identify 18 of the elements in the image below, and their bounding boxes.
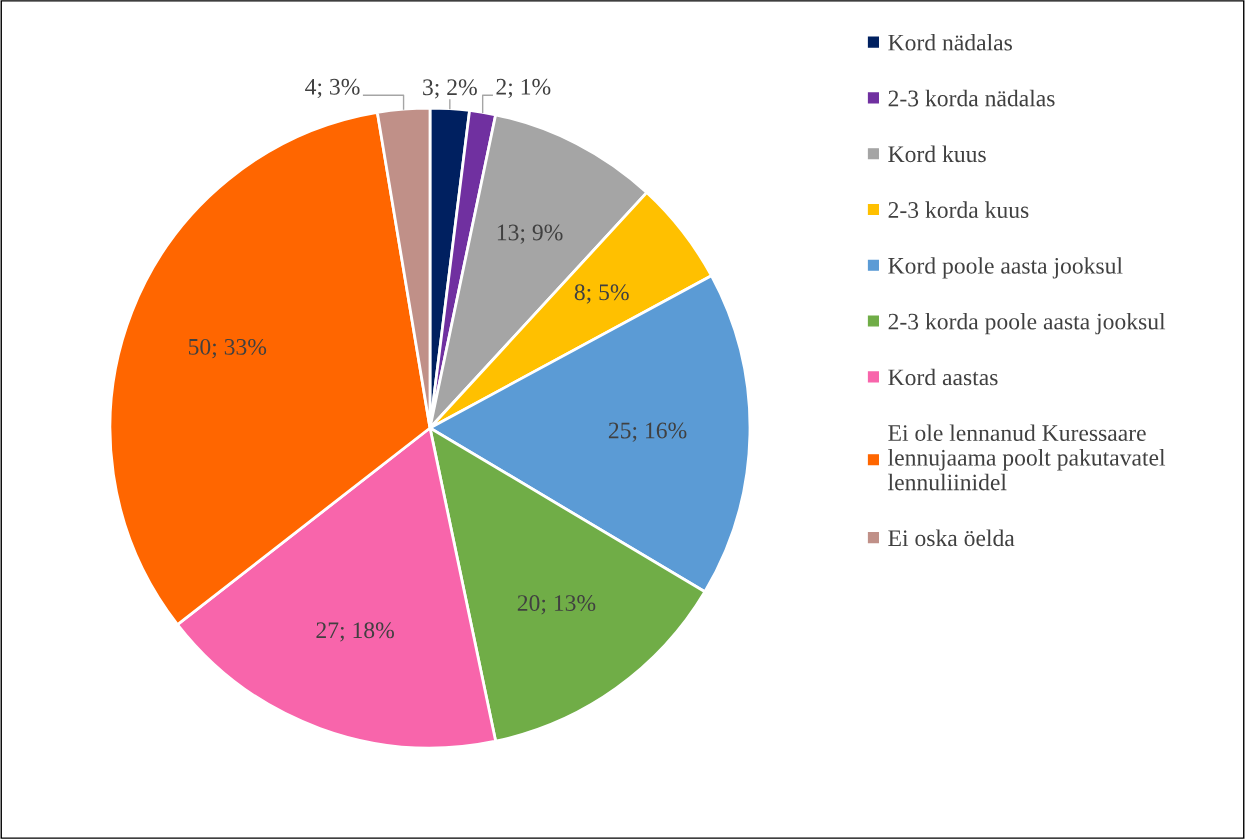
data-label: 4; 3% <box>305 78 360 99</box>
legend-label: Ei oska öelda <box>888 529 1015 547</box>
legend-label: Kord aastas <box>888 368 998 386</box>
legend-label: 2-3 korda kuus <box>888 201 1029 218</box>
data-label: 25; 16% <box>608 422 687 442</box>
data-label: 13; 9% <box>497 224 563 244</box>
data-label: 50; 33% <box>188 338 267 359</box>
data-label: 20; 13% <box>517 595 596 615</box>
legend-label: Kord kuus <box>888 145 986 163</box>
data-label: 27; 18% <box>316 622 394 642</box>
data-label: 3; 2% <box>423 79 477 99</box>
legend-label: Ei ole lennanud Kuressaare lennujaama poolt pakutavatel lennuliinidel <box>888 424 1166 491</box>
data-label: 2; 1% <box>496 78 551 99</box>
data-label: 8; 5% <box>574 284 629 304</box>
legend-label: Kord poole aasta jooksul <box>888 257 1123 279</box>
legend-label: 2-3 korda poole aasta jooksul <box>888 312 1166 335</box>
legend-label: 2-3 korda nädalas <box>888 89 1055 107</box>
legend-label: Kord nädalas <box>888 33 1012 51</box>
